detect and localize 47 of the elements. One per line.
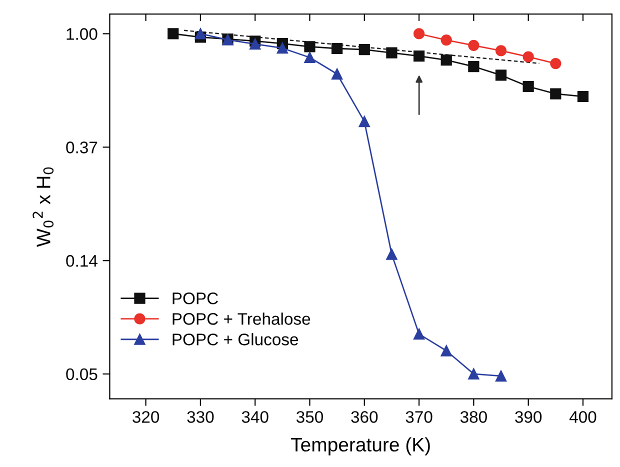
point: [386, 47, 398, 58]
point: [304, 52, 316, 64]
point: [440, 345, 452, 356]
point: [194, 28, 206, 40]
point: [522, 80, 534, 92]
x-tick-label: 330: [187, 411, 214, 423]
point: [168, 28, 179, 40]
point: [358, 116, 370, 128]
legend-label: POPC: [172, 292, 218, 304]
point: [468, 60, 480, 72]
x-axis-title: Temperature (K): [291, 437, 430, 456]
point: [495, 370, 507, 382]
x-tick-label: 360: [351, 411, 378, 423]
point: [413, 328, 425, 340]
point: [522, 51, 534, 62]
x-tick-label: 400: [569, 411, 596, 423]
point: [332, 68, 343, 80]
point: [440, 54, 452, 66]
point: [413, 28, 425, 40]
y-tick-label: 1.00: [66, 28, 98, 40]
point: [495, 70, 507, 81]
y-tick-label: 0.14: [66, 255, 98, 267]
x-tick-label: 390: [515, 411, 542, 423]
x-tick-label: 320: [132, 411, 160, 423]
point: [358, 44, 370, 56]
x-tick-label: 340: [242, 411, 268, 423]
point: [276, 42, 288, 54]
y-tick-label: 0.05: [66, 368, 98, 380]
x-tick-label: 380: [460, 411, 487, 423]
point: [413, 50, 425, 62]
point: [468, 40, 480, 51]
legend-label: POPC + Trehalose: [172, 312, 310, 325]
legend-label: POPC + Glucose: [172, 333, 298, 346]
x-tick-label: 350: [296, 411, 323, 423]
point: [332, 42, 343, 54]
point: [550, 58, 562, 70]
point: [440, 34, 452, 46]
point: [386, 248, 398, 260]
point: [304, 41, 316, 52]
y-axis-title: W$_{0}$$^{2}$ x H$_{0}$: [32, 167, 54, 247]
point: [468, 368, 480, 380]
point: [577, 90, 589, 102]
y-tick-label: 0.37: [66, 142, 98, 154]
point: [550, 88, 562, 100]
x-tick-label: 370: [406, 411, 432, 423]
point: [495, 45, 507, 56]
point: [250, 38, 261, 50]
